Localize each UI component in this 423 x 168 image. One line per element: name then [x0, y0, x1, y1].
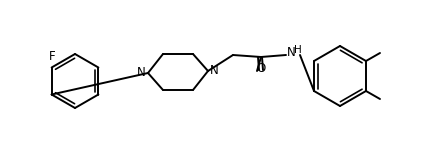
Text: N: N	[210, 64, 219, 76]
Text: H: H	[294, 45, 302, 55]
Text: F: F	[49, 50, 56, 62]
Text: N: N	[137, 66, 146, 78]
Text: N: N	[287, 47, 296, 59]
Text: O: O	[256, 62, 266, 75]
